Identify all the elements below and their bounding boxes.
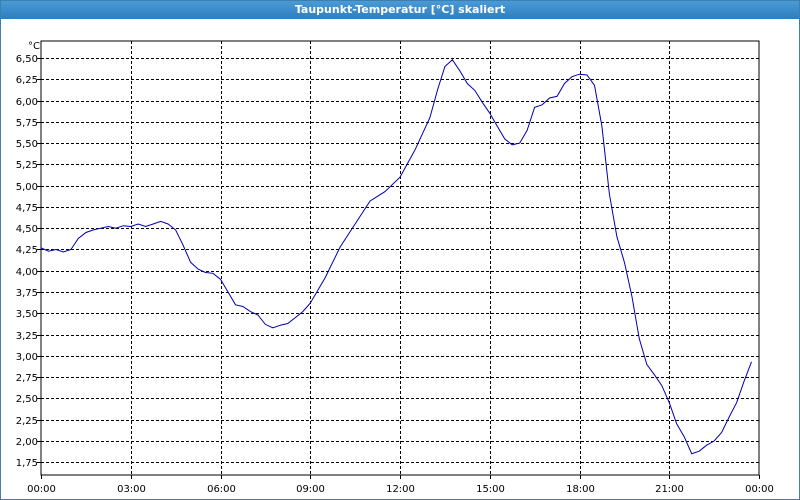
y-tick-label: 5,75 [16, 118, 38, 129]
x-tick-time-label: 03:00 [117, 484, 146, 495]
y-tick-label: 6,00 [16, 97, 38, 108]
x-axis-ticks: 00:0027.02.2103:0027.02.2106:0027.02.210… [27, 475, 774, 495]
y-tick-label: 4,75 [16, 203, 38, 214]
x-tick-time-label: 00:00 [27, 484, 56, 495]
x-tick-time-label: 18:00 [566, 484, 595, 495]
series-line-dewpoint [40, 58, 752, 455]
window-title: Taupunkt-Temperatur [°C] skaliert [1, 1, 799, 19]
y-tick-label: 2,50 [16, 394, 38, 405]
y-tick-label: 4,00 [16, 267, 38, 278]
y-tick-label: 3,75 [16, 288, 38, 299]
y-tick-label: 3,00 [16, 352, 38, 363]
y-tick-label: 2,75 [16, 373, 38, 384]
y-tick-label: 5,00 [16, 182, 38, 193]
y-tick-label: 4,50 [16, 224, 38, 235]
x-tick-time-label: 06:00 [207, 484, 236, 495]
x-tick-time-label: 12:00 [386, 484, 415, 495]
x-tick-time-label: 00:00 [745, 484, 774, 495]
y-axis-ticks: 1,75 2,00 2,25 2,50 2,75 3,00 3,25 3,50 3,75 4,00… [16, 54, 41, 469]
y-tick-label: 3,25 [16, 331, 38, 342]
y-tick-label: 4,25 [16, 245, 38, 256]
y-tick-label: 1,75 [16, 458, 38, 469]
y-tick-label: 3,50 [16, 309, 38, 320]
y-tick-label: 6,25 [16, 75, 38, 86]
y-tick-label: 2,00 [16, 437, 38, 448]
x-tick-time-label: 09:00 [296, 484, 325, 495]
y-axis-unit-label: °C [28, 41, 40, 52]
x-tick-time-label: 15:00 [476, 484, 505, 495]
y-tick-label: 6,50 [16, 54, 38, 65]
dewpoint-line-chart: 1,75 2,00 2,25 2,50 2,75 3,00 3,25 3,50 3,75 4,00… [16, 40, 774, 495]
y-tick-label: 5,25 [16, 160, 38, 171]
y-tick-label: 2,25 [16, 416, 38, 427]
x-tick-time-label: 21:00 [655, 484, 684, 495]
y-tick-label: 5,50 [16, 139, 38, 150]
